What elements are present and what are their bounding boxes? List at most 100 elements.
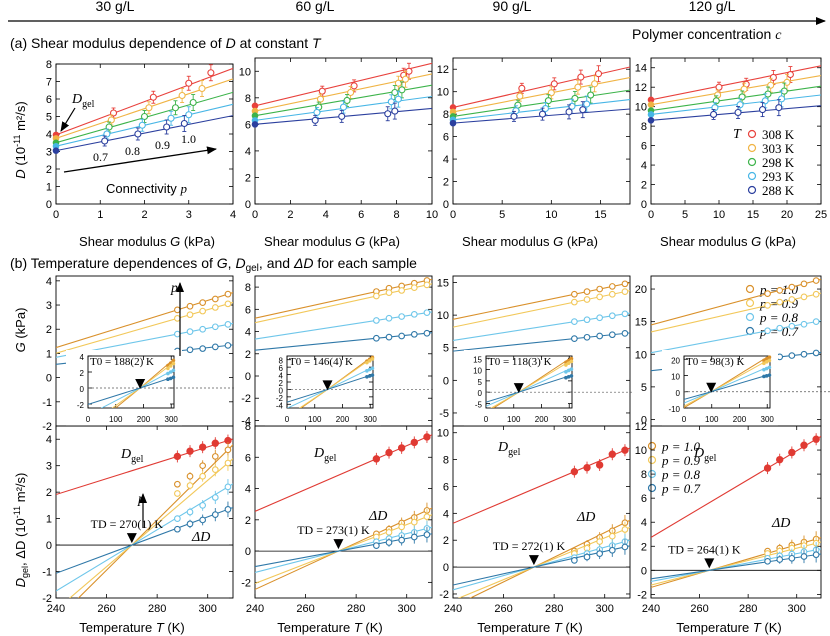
data-point [224, 300, 232, 308]
data-point [211, 304, 219, 311]
data-point [776, 286, 784, 294]
y-tick-label: 8 [245, 282, 251, 294]
inset-line [486, 391, 519, 407]
inset-point [762, 374, 766, 379]
x-tick-label: 20 [781, 209, 793, 221]
fit-line [453, 447, 630, 524]
inset-point [370, 373, 375, 377]
data-point [518, 84, 526, 92]
y-tick-label: 14 [635, 63, 647, 75]
data-point [608, 290, 616, 298]
y-tick-label: 5 [641, 382, 647, 394]
legend-item-p09: p = 0.9 [647, 453, 701, 468]
inset-line [518, 359, 572, 393]
data-point [565, 108, 573, 116]
y-tick-label: 10 [473, 367, 482, 376]
y-tick-label: 0 [641, 414, 647, 426]
x-tick-label: 10 [426, 209, 438, 221]
data-point [211, 453, 219, 460]
x-tick-label: 280 [545, 603, 563, 615]
inset-line [139, 361, 174, 389]
data-point [373, 292, 380, 300]
row-a-xlabel: Shear modulus G (kPa) [79, 234, 215, 249]
data-point [185, 111, 193, 119]
data-point [211, 494, 219, 501]
svg-text:p = 0.9: p = 0.9 [661, 453, 701, 468]
delta-d-label: ΔD [191, 530, 210, 545]
inset-point [564, 375, 568, 380]
data-point [174, 314, 181, 322]
x-tick-label: 4 [230, 209, 236, 221]
inset-line [100, 387, 141, 408]
data-point [391, 107, 399, 115]
row-b-xlabel: Temperature T (K) [79, 620, 185, 635]
y-tick-label: -2 [241, 577, 251, 589]
data-point [764, 557, 771, 565]
data-point [373, 334, 380, 342]
y-tick-label: 3 [46, 461, 52, 473]
dgel-point [647, 116, 655, 124]
delta-d-label: ΔD [771, 516, 790, 531]
inset-point [370, 357, 375, 361]
data-point [608, 546, 616, 554]
connectivity-annotation: 0.7 0.8 0.9 1.0 Connectivity p [63, 132, 217, 196]
y-tick-label: 0 [641, 199, 647, 211]
legend-item-p10: p = 1.0 [647, 439, 701, 454]
data-point [199, 502, 207, 509]
y-tick-label: 4 [80, 353, 85, 362]
row-a-xlabel: Shear modulus G (kPa) [660, 234, 796, 249]
dgel-point [449, 119, 457, 127]
inset-point [762, 361, 766, 366]
x-tick-label: 300 [199, 603, 217, 615]
data-point [189, 98, 197, 107]
data-point [776, 324, 784, 332]
y-tick-label: 0 [46, 540, 52, 552]
row-b-g-ylabel: G (kPa) [13, 308, 28, 353]
data-point [410, 310, 418, 318]
y-tick-label: 10 [671, 373, 680, 382]
y-tick-label: 4 [46, 434, 52, 446]
inset-point [166, 371, 170, 376]
y-tick-label: 2 [80, 369, 85, 378]
data-point [224, 321, 232, 328]
inset-point [564, 363, 568, 367]
data-point [621, 330, 629, 337]
legend-item-293: 293 K [747, 169, 795, 184]
row-b-d-ylabel: Dgel, ΔD (10-11 m²/s) [12, 473, 30, 588]
data-point [596, 314, 604, 322]
fit-line [651, 74, 821, 106]
y-tick-label: 2 [443, 535, 449, 547]
y-tick-label: 0 [245, 199, 251, 211]
data-point [764, 301, 771, 309]
data-point [199, 325, 207, 333]
data-point [410, 284, 418, 292]
y-tick-label: 12 [635, 82, 647, 94]
fit-line [56, 115, 233, 152]
x-tick-label: 3 [186, 209, 192, 221]
data-point [373, 542, 380, 549]
x-tick-label: 280 [347, 603, 365, 615]
fit-line [453, 66, 630, 108]
data-point [800, 441, 808, 449]
x-tick-label: 280 [739, 603, 757, 615]
data-point [621, 446, 629, 454]
data-point [224, 342, 232, 349]
x-tick-label: 15 [747, 209, 759, 221]
data-point [199, 472, 207, 480]
fit-line [453, 282, 630, 320]
data-point [167, 114, 175, 122]
inset-point [764, 356, 769, 361]
legend-item-288: 288 K [747, 183, 795, 198]
TD-marker [528, 555, 539, 566]
x-tick-label: 0 [648, 209, 654, 221]
y-tick-label: 2 [245, 172, 251, 184]
inset-line [298, 389, 328, 408]
data-point [579, 106, 587, 114]
inset-point [767, 373, 772, 377]
inset-point [370, 366, 375, 371]
data-point [800, 280, 808, 288]
x-tick-label: 15 [594, 209, 606, 221]
data-point [339, 103, 348, 111]
inset-point [767, 358, 772, 363]
p-value-label: 0.8 [125, 144, 140, 158]
